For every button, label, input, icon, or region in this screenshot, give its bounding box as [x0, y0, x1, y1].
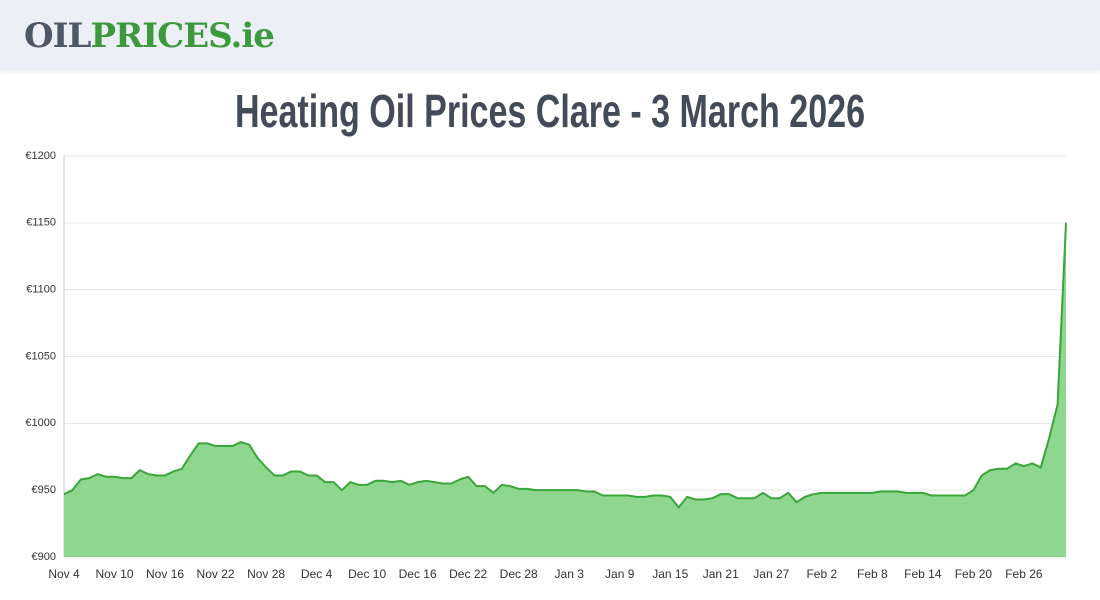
- y-tick-label: €900: [32, 551, 56, 563]
- logo[interactable]: OILPRICES.ie: [24, 16, 275, 56]
- x-tick-label: Nov 28: [247, 567, 285, 581]
- y-tick-label: €1200: [25, 150, 56, 162]
- x-tick-label: Nov 4: [48, 567, 80, 581]
- x-tick-label: Dec 22: [449, 567, 487, 581]
- x-tick-label: Dec 28: [500, 567, 538, 581]
- y-tick-label: €1000: [25, 417, 56, 429]
- x-tick-label: Dec 4: [301, 567, 333, 581]
- x-tick-label: Nov 10: [96, 567, 134, 581]
- x-tick-label: Dec 10: [348, 567, 386, 581]
- x-tick-label: Feb 20: [955, 567, 993, 581]
- logo-text: OIL: [24, 16, 91, 56]
- x-tick-label: Nov 16: [146, 567, 184, 581]
- x-tick-label: Jan 27: [753, 567, 789, 581]
- y-tick-label: €1150: [26, 217, 56, 229]
- x-tick-label: Jan 15: [652, 567, 688, 581]
- line: [63, 222, 1067, 509]
- x-tick-label: Nov 22: [197, 567, 235, 581]
- x-tick-label: Jan 3: [555, 567, 585, 581]
- chart-title: Heating Oil Prices Clare - 3 March 2026: [234, 85, 866, 137]
- x-tick-label: Feb 2: [806, 567, 837, 581]
- y-tick-label: €1100: [26, 284, 56, 296]
- area: [64, 222, 1066, 557]
- x-tick-label: Dec 16: [399, 567, 437, 581]
- x-tick-label: Jan 21: [703, 567, 739, 581]
- logo-text: PRICES.ie: [90, 16, 274, 56]
- y-tick-label: €1050: [25, 350, 56, 362]
- x-tick-label: Feb 8: [857, 567, 888, 581]
- x-tick-label: Feb 26: [1005, 567, 1043, 581]
- x-tick-label: Jan 9: [605, 567, 635, 581]
- x-tick-label: Feb 14: [904, 567, 942, 581]
- header: OILPRICES.ie: [0, 0, 1100, 70]
- y-tick-label: €950: [32, 484, 56, 496]
